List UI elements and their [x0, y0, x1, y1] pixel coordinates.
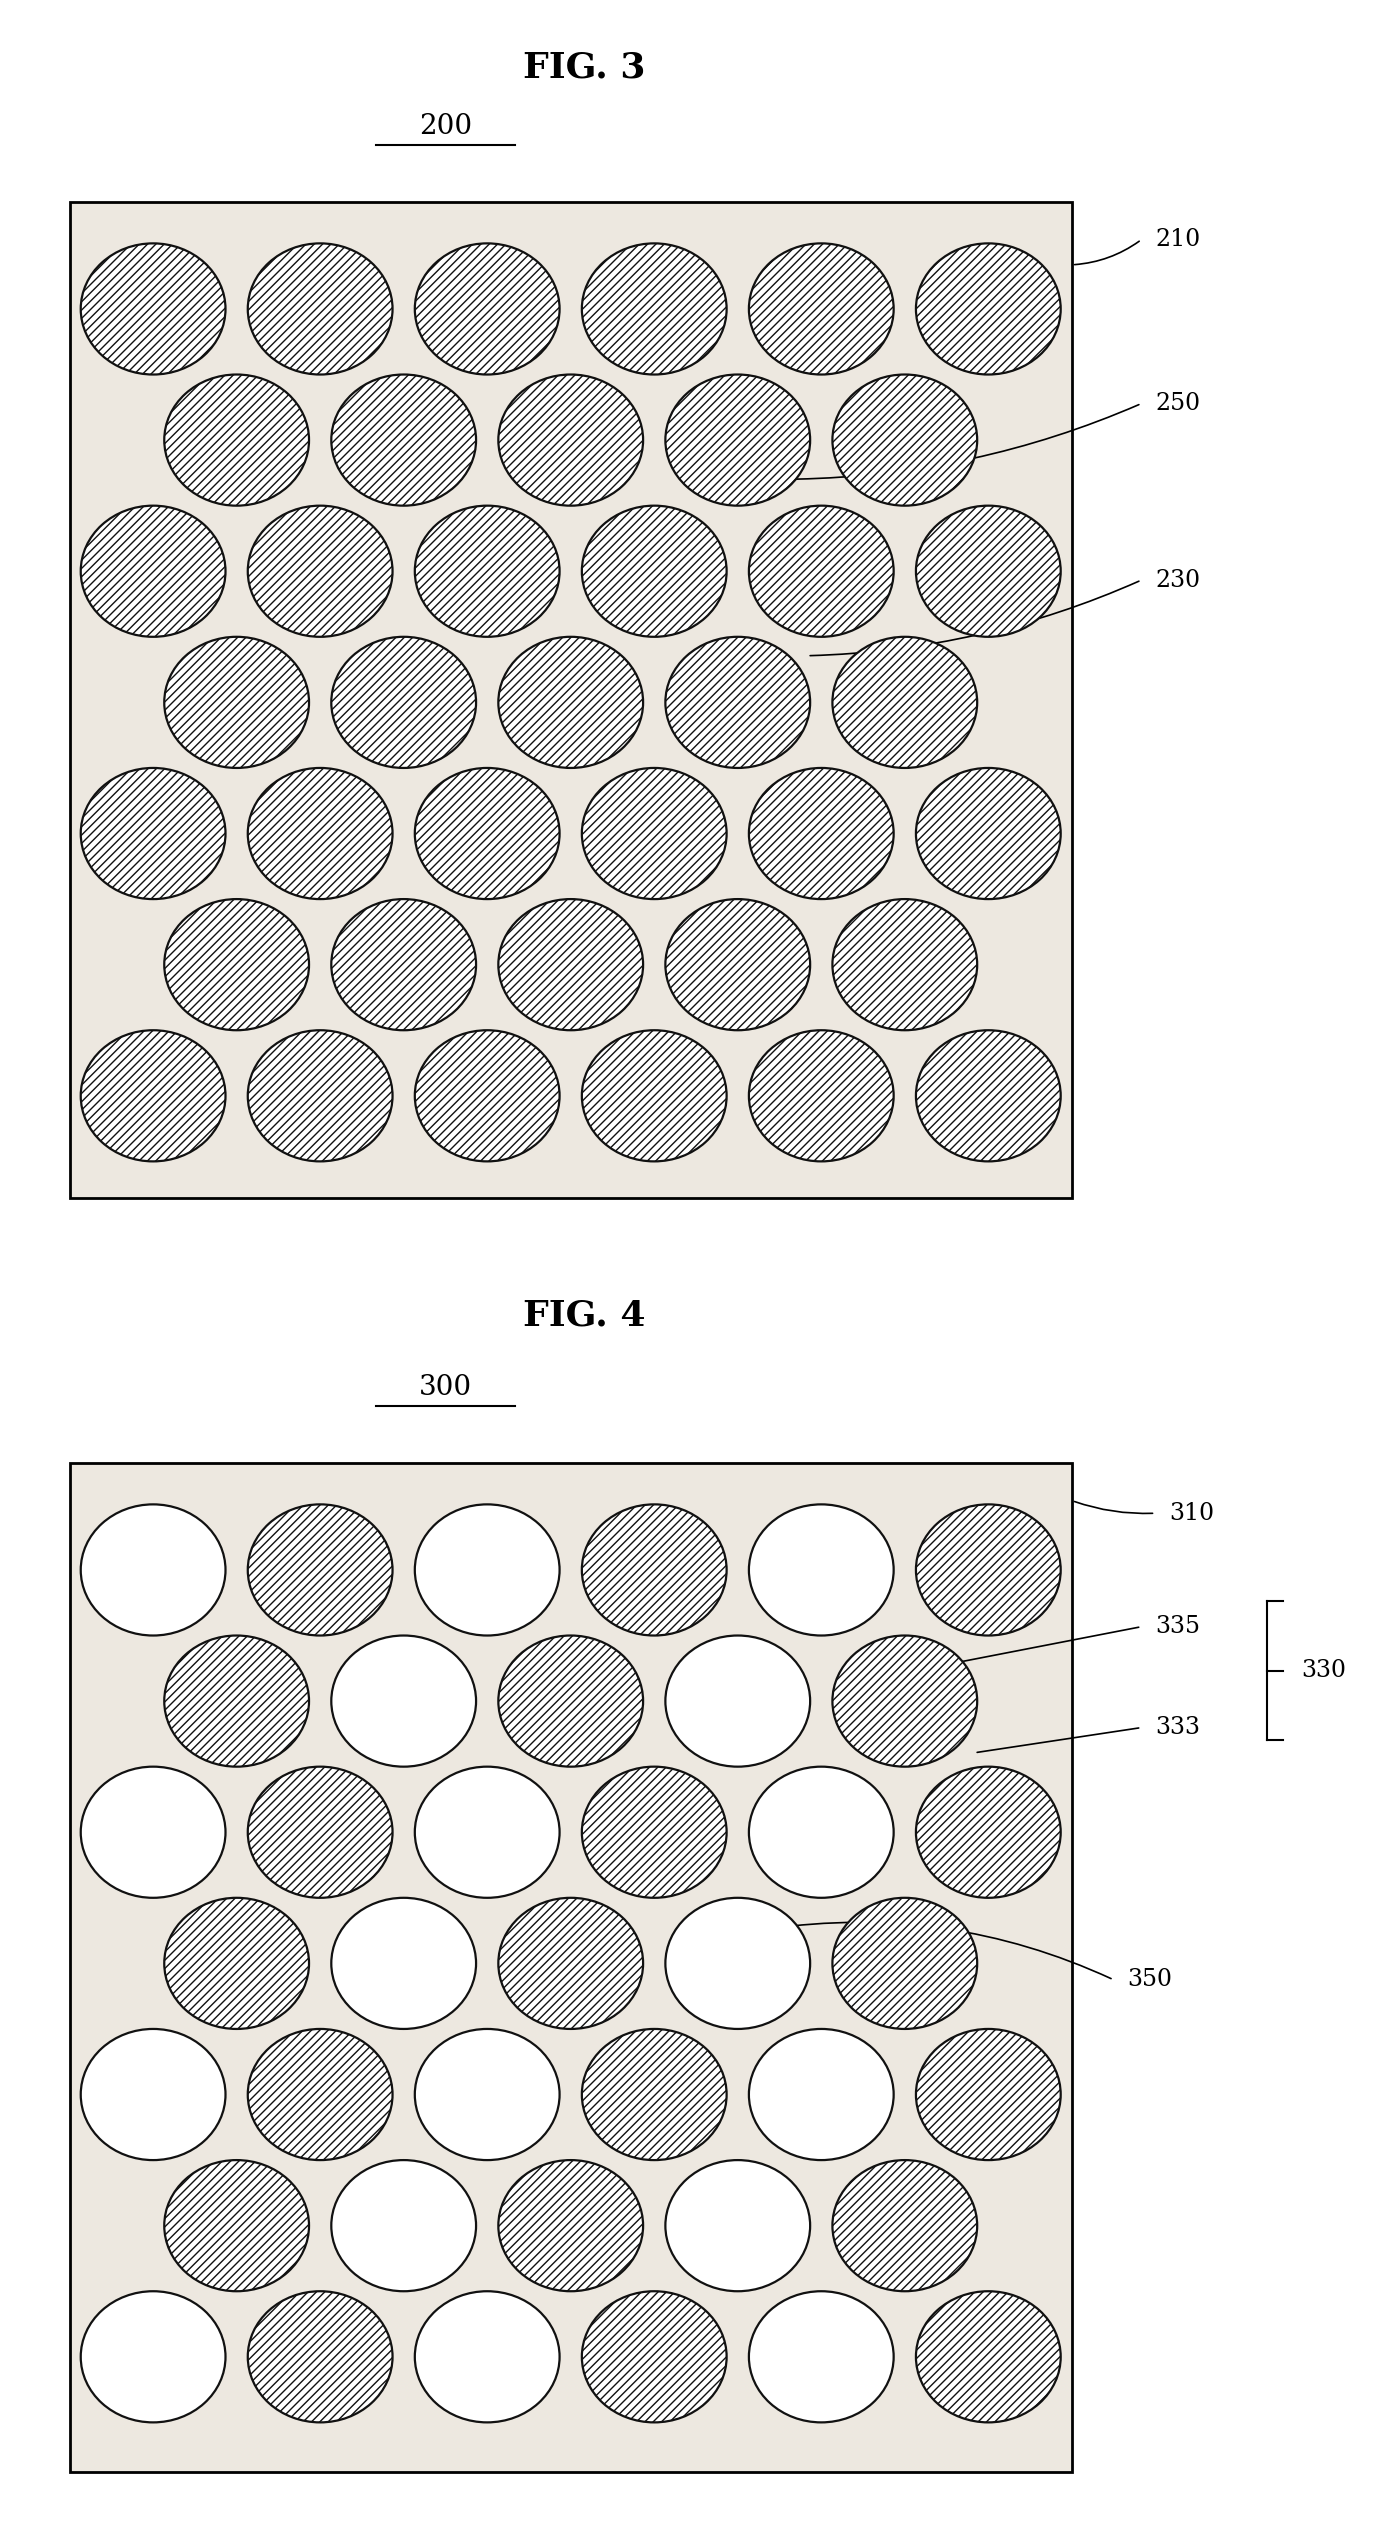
Circle shape: [81, 1765, 226, 1897]
Circle shape: [498, 1634, 643, 1765]
Circle shape: [81, 1503, 226, 1637]
Circle shape: [749, 2028, 894, 2159]
Circle shape: [665, 1899, 810, 2028]
Bar: [70, 202, 1072, 1198]
Text: 250: 250: [1155, 391, 1200, 416]
Text: 230: 230: [1155, 567, 1200, 593]
Circle shape: [331, 373, 476, 504]
Circle shape: [248, 2292, 393, 2421]
Circle shape: [164, 898, 309, 1031]
Bar: [70, 1463, 1072, 2472]
Circle shape: [415, 245, 560, 376]
Circle shape: [415, 504, 560, 638]
Circle shape: [498, 636, 643, 767]
Circle shape: [415, 1503, 560, 1637]
Circle shape: [582, 767, 727, 898]
Circle shape: [916, 767, 1061, 898]
Text: 330: 330: [1302, 1659, 1346, 1682]
Circle shape: [916, 504, 1061, 638]
Circle shape: [749, 504, 894, 638]
Circle shape: [81, 245, 226, 376]
Circle shape: [832, 1634, 977, 1765]
Circle shape: [248, 245, 393, 376]
Text: 350: 350: [1128, 1967, 1172, 1992]
Circle shape: [331, 898, 476, 1031]
Circle shape: [582, 2028, 727, 2159]
Circle shape: [749, 2292, 894, 2421]
Circle shape: [164, 373, 309, 504]
Circle shape: [749, 1503, 894, 1637]
Circle shape: [832, 636, 977, 767]
Circle shape: [665, 636, 810, 767]
Circle shape: [164, 636, 309, 767]
Circle shape: [415, 2028, 560, 2159]
Circle shape: [498, 898, 643, 1031]
Text: FIG. 4: FIG. 4: [523, 1299, 646, 1332]
Circle shape: [248, 1765, 393, 1897]
Text: 335: 335: [1155, 1614, 1200, 1639]
Circle shape: [248, 504, 393, 638]
Circle shape: [832, 898, 977, 1031]
Circle shape: [81, 2292, 226, 2421]
Circle shape: [415, 767, 560, 898]
Circle shape: [916, 1031, 1061, 1163]
Text: 333: 333: [1155, 1715, 1200, 1740]
Circle shape: [248, 1031, 393, 1163]
Circle shape: [248, 1503, 393, 1637]
Circle shape: [331, 1899, 476, 2028]
Text: 310: 310: [1169, 1501, 1214, 1526]
Circle shape: [81, 2028, 226, 2159]
Circle shape: [164, 1899, 309, 2028]
Circle shape: [916, 2292, 1061, 2421]
Circle shape: [916, 2028, 1061, 2159]
Circle shape: [498, 373, 643, 504]
Text: 300: 300: [419, 1374, 472, 1402]
Circle shape: [665, 2159, 810, 2290]
Circle shape: [415, 2292, 560, 2421]
Circle shape: [749, 245, 894, 376]
Circle shape: [916, 245, 1061, 376]
Circle shape: [81, 1031, 226, 1163]
Circle shape: [582, 1031, 727, 1163]
Circle shape: [164, 2159, 309, 2290]
Circle shape: [248, 767, 393, 898]
Text: 200: 200: [419, 113, 472, 141]
Circle shape: [582, 1765, 727, 1897]
Circle shape: [415, 1031, 560, 1163]
Circle shape: [498, 1899, 643, 2028]
Circle shape: [164, 1634, 309, 1765]
Circle shape: [832, 373, 977, 504]
Circle shape: [665, 898, 810, 1031]
Circle shape: [582, 245, 727, 376]
Text: FIG. 3: FIG. 3: [523, 50, 646, 83]
Circle shape: [81, 767, 226, 898]
Circle shape: [665, 1634, 810, 1765]
Circle shape: [916, 1765, 1061, 1897]
Circle shape: [415, 1765, 560, 1897]
Circle shape: [832, 1899, 977, 2028]
Text: 210: 210: [1155, 227, 1201, 252]
Circle shape: [498, 2159, 643, 2290]
Circle shape: [749, 1765, 894, 1897]
Circle shape: [331, 636, 476, 767]
Circle shape: [665, 373, 810, 504]
Circle shape: [582, 2292, 727, 2421]
Circle shape: [331, 2159, 476, 2290]
Circle shape: [916, 1503, 1061, 1637]
Circle shape: [832, 2159, 977, 2290]
Circle shape: [248, 2028, 393, 2159]
Circle shape: [582, 504, 727, 638]
Circle shape: [331, 1634, 476, 1765]
Circle shape: [749, 767, 894, 898]
Circle shape: [582, 1503, 727, 1637]
Circle shape: [749, 1031, 894, 1163]
Circle shape: [81, 504, 226, 638]
